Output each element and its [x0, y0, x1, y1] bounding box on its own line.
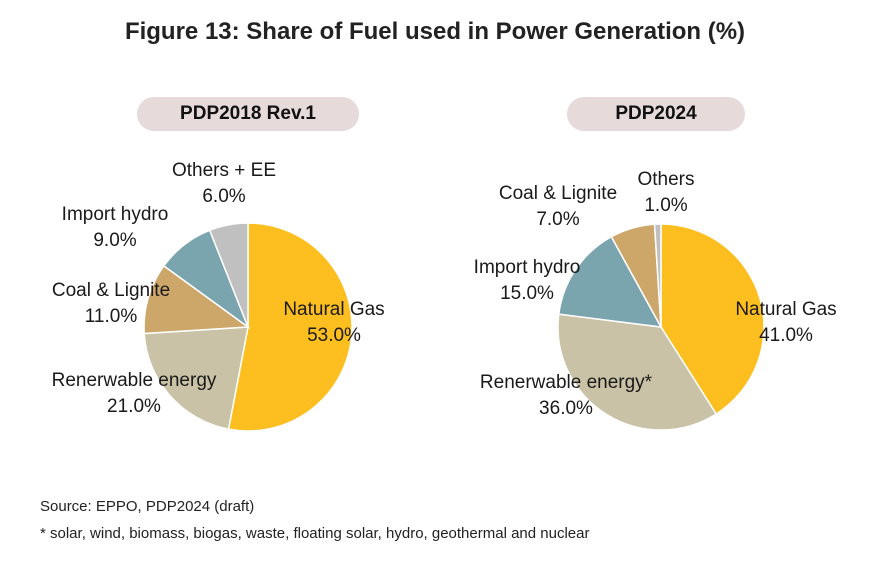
- label-natural-gas: Natural Gas 53.0%: [283, 299, 385, 346]
- pie-slice-import-hydro: [557, 235, 663, 328]
- pie-slice-renerwable-energy: [143, 326, 249, 431]
- label-coal-lignite-2024: Coal & Lignite 7.0%: [498, 183, 618, 230]
- source-note: Source: EPPO, PDP2024 (draft): [40, 498, 255, 515]
- label-renewable: Renerwable energy 21.0%: [51, 370, 217, 417]
- pie-slice-natural-gas: [227, 222, 353, 432]
- label-renewable-2024: Renerwable energy* 36.0%: [479, 372, 653, 419]
- label-others: Others 1.0%: [637, 169, 695, 216]
- label-import-hydro-2024: Import hydro 15.0%: [473, 257, 581, 304]
- label-natural-gas-2024: Natural Gas 41.0%: [735, 299, 837, 346]
- footnote: * solar, wind, biomass, biogas, waste, f…: [40, 525, 590, 542]
- pie-slice-others: [653, 223, 662, 328]
- pie-slice-others-ee: [208, 222, 249, 328]
- figure-title: Figure 13: Share of Fuel used in Power G…: [124, 18, 746, 45]
- chart-title-pdp2018: PDP2018 Rev.1: [137, 97, 359, 131]
- pie-slice-renerwable-energy: [557, 313, 718, 431]
- chart-title-pdp2024: PDP2024: [567, 97, 745, 131]
- label-others-ee: Others + EE 6.0%: [171, 160, 277, 207]
- pie-slice-coal-lignite: [143, 264, 251, 335]
- label-coal-lignite: Coal & Lignite 11.0%: [51, 280, 171, 327]
- label-import-hydro: Import hydro 9.0%: [61, 204, 169, 251]
